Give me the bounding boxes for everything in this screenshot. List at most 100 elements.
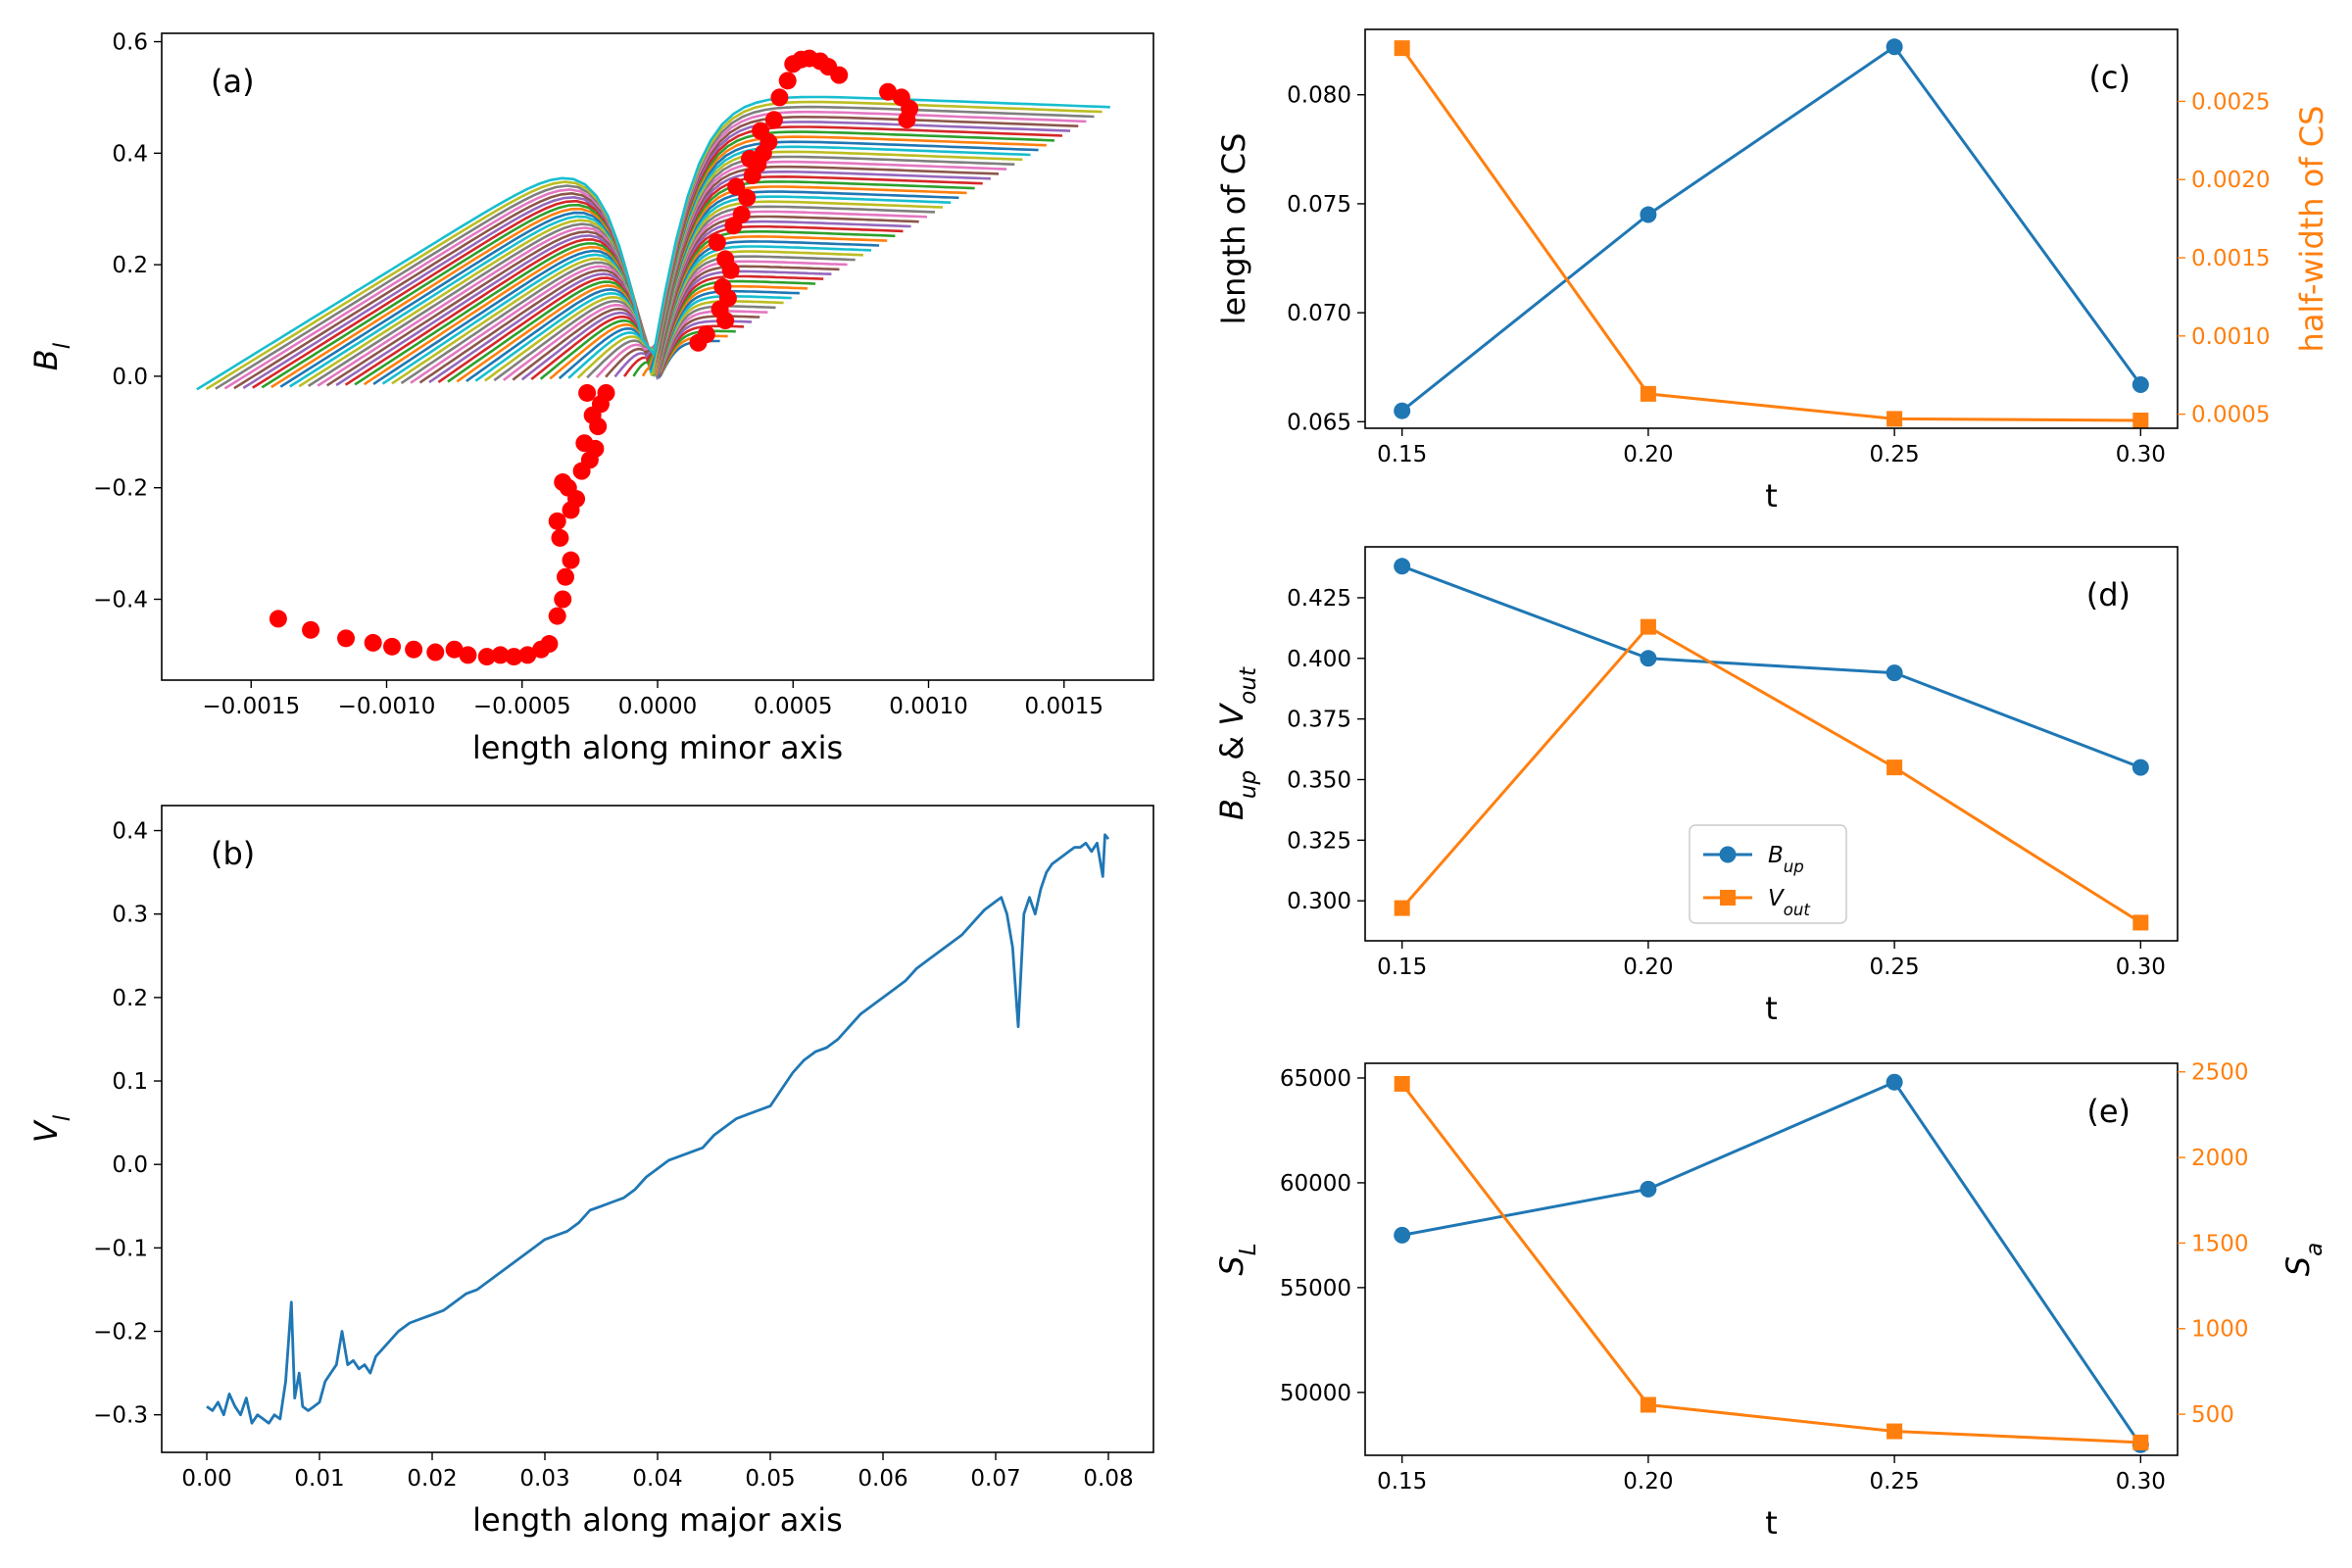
series-line-bup [1401,564,2141,769]
cs-edge-marker [713,277,732,296]
cs-edge-marker [770,88,789,107]
y-tick-label: −0.2 [93,1320,148,1346]
y-tick-label: 55000 [1280,1276,1351,1301]
series-line-sa [1400,1083,2141,1445]
y2-tick-label: 0.0005 [2191,403,2270,428]
cs-edge-marker [554,473,572,492]
legend-label: Bup [1768,843,1804,876]
data-point [1886,1073,1903,1091]
y2-axis-label: Sa [2279,1243,2328,1276]
cs-edge-marker [830,66,849,84]
x-axis-label: length along major axis [472,1501,843,1539]
panel-c: 0.15 0.20 0.25 0.30 0.065 0.070 0.075 0.080 0.00… [1215,28,2330,514]
y-tick-label: 0.0 [112,1152,148,1178]
cs-edge-marker [554,590,572,609]
x-tick-label: 0.08 [1083,1466,1133,1492]
y-tick-label: 0.2 [112,253,148,278]
y2-axis-label: half-width of CS [2293,106,2330,353]
y-tick-label: 0.325 [1287,828,1351,854]
data-point [2132,914,2149,931]
y2-tick-label: 500 [2191,1402,2234,1428]
y-tick-label: −0.3 [93,1403,148,1429]
y-tick-label: 65000 [1280,1066,1351,1092]
legend: Bup Vout [1689,824,1847,924]
x-tick-label: −0.0015 [202,694,300,719]
data-point [1640,1180,1657,1198]
cs-edge-marker [491,646,510,664]
cs-edge-marker [445,640,464,659]
panel-label-a: (a) [211,63,255,100]
data-point [1394,402,1411,419]
panel-e: 0.15 0.20 0.25 0.30 50000 55000 60000 65000 500 1… [1213,1060,2328,1542]
y2-tick-label: 2500 [2191,1060,2249,1086]
cs-edge-marker [764,111,783,129]
cs-edge-marker [898,111,916,129]
y-tick-label: 0.300 [1287,889,1351,914]
cs-edge-marker [597,383,615,402]
cs-edge-marker [551,528,569,547]
x-axis-label: t [1765,477,1778,514]
cs-edge-marker [548,607,566,625]
y-tick-label: 0.080 [1287,83,1351,109]
plot-frame-d [1364,546,2179,942]
x-tick-label: −0.0010 [338,694,436,719]
data-point [2132,1434,2149,1450]
y-tick-label: 0.425 [1287,586,1351,612]
cs-edge-marker [752,122,770,140]
y2-tick-label: 0.0025 [2191,89,2270,115]
y-axis-label: Vl [27,1114,75,1143]
x-axis-label: t [1765,1504,1778,1542]
x-tick-label: 0.0000 [618,694,697,719]
y2-tick-label: 0.0015 [2191,246,2270,271]
x-tick-label: 0.20 [1623,1469,1673,1494]
y-tick-label: 0.1 [112,1069,148,1095]
data-point [1886,1423,1903,1440]
data-point [2132,759,2149,776]
cs-edge-marker [426,643,445,662]
data-point [1640,650,1657,667]
x-axis-label: length along minor axis [472,729,843,766]
cs-edge-marker [383,637,402,656]
x-tick-label: 0.25 [1869,442,1919,467]
b-profile-curve [196,95,1110,391]
cs-edge-marker [578,383,597,402]
data-point [1394,900,1410,916]
data-point [1394,40,1410,57]
y-axis-label: length of CS [1215,133,1252,325]
y-tick-label: 50000 [1280,1381,1351,1406]
cs-edge-marker [708,233,726,252]
b-profile-curve [595,310,768,378]
y-tick-label: 0.2 [112,986,148,1011]
cs-edge-marker [518,646,537,664]
cs-edge-marker [337,629,356,648]
y-tick-label: −0.4 [93,588,148,613]
cs-edge-marker [562,551,580,569]
x-tick-label: 0.0005 [754,694,832,719]
plot-frame-b [161,805,1154,1453]
y-tick-label: 0.0 [112,365,148,390]
cs-edge-marker [778,72,797,90]
y-axis-label: Bup & Vout [1213,666,1261,820]
panel-label-b: (b) [211,835,255,872]
legend-label: Vout [1768,886,1810,919]
data-point [1640,385,1656,402]
data-point [2132,413,2149,429]
y2-tick-label: 2000 [2191,1146,2249,1171]
x-tick-label: 0.30 [2116,442,2166,467]
series-line-sl [1401,1080,2142,1446]
panel-d: 0.15 0.20 0.25 0.30 0.300 0.325 0.350 0.375 0.40… [1213,546,2179,1027]
x-tick-label: 0.01 [294,1466,344,1492]
cs-edge-marker [575,434,594,453]
cs-edge-marker [477,648,496,666]
y-tick-label: −0.2 [93,476,148,502]
cs-edge-marker [732,205,751,223]
cs-edge-marker [364,633,382,652]
x-tick-label: 0.03 [519,1466,569,1492]
x-tick-label: 0.15 [1377,442,1427,467]
cs-edge-marker [548,512,566,530]
x-tick-label: 0.30 [2116,955,2166,980]
y2-tick-label: 0.0020 [2191,168,2270,193]
data-point [1394,1226,1411,1244]
panel-label-e: (e) [2086,1093,2131,1130]
